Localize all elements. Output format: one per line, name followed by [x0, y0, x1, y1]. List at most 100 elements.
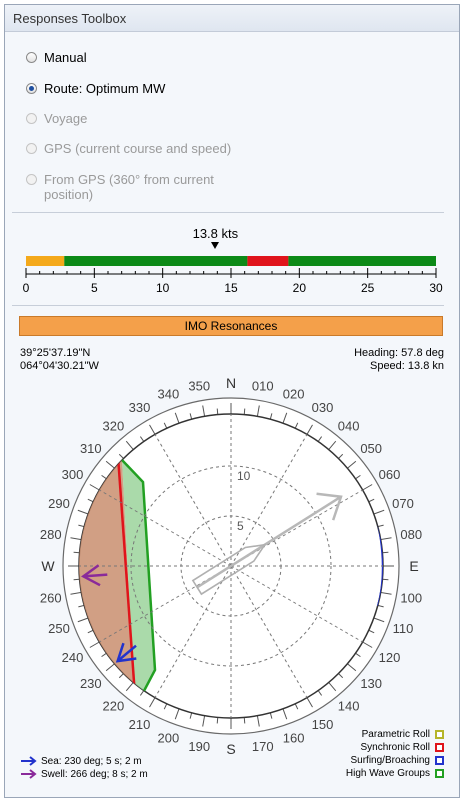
legend-label: Synchronic Roll [360, 742, 430, 753]
swell-direction-icon [81, 564, 108, 587]
bearing-tick [118, 673, 124, 679]
panel-titlebar: Responses Toolbox [5, 5, 459, 32]
radio-button-icon[interactable] [26, 51, 37, 63]
legend-swatch-icon [435, 743, 444, 752]
radio-route-optimum-mw[interactable]: Route: Optimum MW [26, 79, 165, 97]
speed-ring-label: 5 [237, 519, 244, 533]
bearing-tick [373, 617, 385, 623]
bearing-tick [78, 524, 85, 528]
speed-band-1 [64, 256, 248, 266]
bearing-label: 120 [379, 650, 401, 665]
bearing-label: 070 [392, 496, 414, 511]
radio-label: GPS (current course and speed) [44, 140, 232, 156]
bearing-tick [77, 509, 89, 515]
sea-wave-label: Sea: 230 deg; 5 s; 2 m [41, 755, 142, 767]
synchronic-boundary [116, 455, 138, 711]
bearing-tick [355, 474, 361, 480]
radio-gps-current[interactable]: GPS (current course and speed) [26, 139, 231, 157]
bearing-label: 290 [48, 496, 70, 511]
bearing-tick [202, 715, 206, 727]
bearing-tick [125, 440, 134, 450]
bearing-label: 210 [129, 717, 151, 732]
bearing-tick [70, 537, 82, 541]
heading-arrow-head [316, 492, 343, 521]
bearing-tick [347, 460, 357, 469]
bearing-label: 040 [338, 418, 360, 433]
polar-resonance-diagram: 5100100200300400500600700801001101201301… [40, 375, 422, 757]
radial-gridline [230, 565, 363, 643]
bearing-tick [338, 453, 344, 459]
bearing-label: 150 [312, 717, 334, 732]
speed-ring [130, 465, 332, 667]
current-speed-marker-icon [210, 242, 219, 249]
bearing-label: 020 [283, 387, 305, 402]
bearing-tick [368, 629, 375, 634]
speed-tick-label: 15 [224, 281, 238, 295]
bearing-tick [174, 708, 180, 720]
bearing-tick [382, 551, 389, 554]
cardinal-s: S [226, 741, 235, 757]
radial-gridline [99, 489, 232, 567]
imo-resonances-button[interactable]: IMO Resonances [19, 316, 443, 336]
bearing-label: 220 [103, 699, 125, 714]
legend-surfing-broaching: Surfing/Broaching [350, 754, 444, 767]
legend-swatch-icon [435, 769, 444, 778]
bearing-tick [243, 408, 246, 415]
bearing-tick [78, 604, 85, 608]
radial-gridline [230, 565, 308, 698]
bearing-tick [347, 663, 357, 672]
latitude-readout: 39°25'37.19"N [20, 347, 91, 359]
bearing-tick [282, 708, 288, 720]
legend-swatch-icon [435, 756, 444, 765]
bearing-tick [282, 412, 288, 424]
longitude-readout: 064°04'30.21"W [20, 360, 99, 372]
bearing-label: 170 [252, 739, 274, 754]
speed-band-2 [247, 256, 289, 266]
radio-button-icon[interactable] [26, 173, 37, 185]
radial-gridline [154, 434, 232, 567]
bearing-label: 350 [188, 378, 210, 393]
legend-swatch-icon [435, 730, 444, 739]
bearing-tick [243, 717, 246, 724]
ship-hull-icon [191, 543, 267, 596]
radio-button-icon[interactable] [26, 142, 37, 154]
radio-from-gps[interactable]: From GPS (360° from current [26, 170, 214, 188]
radio-button-icon[interactable] [26, 112, 37, 124]
bearing-tick [377, 604, 384, 608]
speed-band-3 [288, 256, 436, 266]
bearing-tick [382, 578, 389, 581]
bearing-tick [338, 673, 344, 679]
bearing-label: 230 [80, 676, 102, 691]
bearing-tick [125, 682, 134, 692]
speed-tick-label: 5 [91, 281, 98, 295]
bearing-tick [139, 436, 145, 442]
radio-voyage[interactable]: Voyage [26, 109, 87, 127]
bearing-tick [189, 413, 193, 420]
bearing-tick [328, 682, 337, 692]
legend-label: Surfing/Broaching [350, 755, 431, 766]
legend-label: High Wave Groups [345, 768, 430, 779]
bearing-label: 260 [40, 590, 62, 605]
sea-arrow-icon [21, 756, 37, 766]
separator [12, 305, 444, 306]
legend-parametric-roll: Parametric Roll [362, 728, 444, 741]
bearing-label: 310 [80, 441, 102, 456]
bearing-tick [328, 440, 337, 450]
bearing-tick [377, 524, 384, 528]
bearing-tick [373, 509, 385, 515]
bearing-tick [89, 484, 100, 491]
bearing-tick [101, 474, 107, 480]
radio-label: From GPS (360° from current [44, 171, 214, 187]
separator [12, 212, 444, 213]
radio-button-icon[interactable] [26, 82, 37, 94]
bearing-tick [163, 422, 168, 429]
bearing-tick [189, 712, 193, 719]
sea-wave-info: Sea: 230 deg; 5 s; 2 m [20, 755, 142, 767]
bearing-label: 330 [129, 400, 151, 415]
bearing-label: 110 [393, 621, 414, 636]
bearing-tick [105, 663, 115, 672]
radio-label: Route: Optimum MW [44, 80, 166, 96]
bearing-tick [294, 422, 299, 429]
radio-manual[interactable]: Manual [26, 48, 87, 66]
bearing-tick [317, 436, 323, 442]
